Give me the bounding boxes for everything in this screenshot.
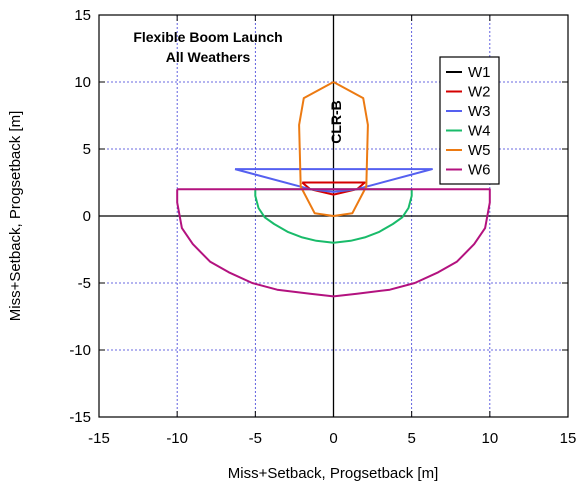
- legend-label-w6: W6: [468, 162, 491, 179]
- y-tick-label: 10: [74, 74, 91, 91]
- x-tick-label: 15: [560, 430, 577, 447]
- legend-label-w4: W4: [468, 123, 491, 140]
- y-tick-label: -10: [69, 342, 91, 359]
- x-tick-label: 5: [407, 430, 415, 447]
- chart-title: Flexible Boom Launch All Weathers: [133, 29, 282, 65]
- y-tick-label: 0: [83, 208, 91, 225]
- x-tick-label: -15: [88, 430, 110, 447]
- legend-label-w2: W2: [468, 84, 491, 101]
- series-line-w5: [298, 81, 369, 217]
- legend-box: [439, 56, 500, 185]
- y-axis-label: Miss+Setback, Progsetback [m]: [7, 111, 24, 322]
- x-tick-label: 0: [329, 430, 337, 447]
- y-tick-label: 15: [74, 7, 91, 24]
- series-line-w3: [234, 168, 433, 193]
- x-tick-label: -5: [249, 430, 262, 447]
- legend-label-w1: W1: [468, 64, 491, 81]
- ticks: -15 -10 -5 0 5 10 15 -15 -10 -5 0 5 10 15: [69, 7, 576, 447]
- x-tick-label: -10: [166, 430, 188, 447]
- legend-label-w5: W5: [468, 142, 491, 159]
- y-tick-label: 5: [83, 141, 91, 158]
- annotation-clr-b: CLR-B: [328, 100, 344, 144]
- plot-frame-group: [98, 14, 569, 418]
- x-tick-label: 10: [481, 430, 498, 447]
- series-line-w6: [176, 188, 491, 298]
- legend-label-w3: W3: [468, 103, 491, 120]
- plot-frame: [98, 14, 569, 418]
- x-axis-label: Miss+Setback, Progsetback [m]: [228, 465, 439, 482]
- y-tick-label: -15: [69, 409, 91, 426]
- series: [176, 81, 491, 298]
- y-tick-label: -5: [78, 275, 91, 292]
- chart-title-line-1: Flexible Boom Launch: [133, 29, 282, 45]
- series-line-w4: [254, 188, 413, 244]
- chart-title-line-2: All Weathers: [166, 49, 251, 65]
- legend: W1 W2 W3 W4 W5 W6: [439, 56, 500, 185]
